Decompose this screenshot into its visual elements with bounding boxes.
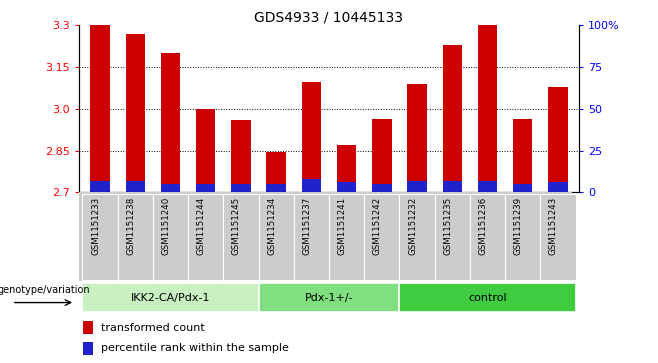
- Text: genotype/variation: genotype/variation: [0, 285, 89, 295]
- Bar: [443, 181, 462, 192]
- Bar: [478, 181, 497, 192]
- Bar: [266, 184, 286, 192]
- Bar: [302, 179, 321, 192]
- Bar: [399, 194, 435, 280]
- Bar: [223, 194, 259, 280]
- Bar: [259, 194, 293, 280]
- Bar: [329, 194, 365, 280]
- Bar: [161, 53, 180, 192]
- Text: GSM1151232: GSM1151232: [408, 197, 417, 255]
- Text: percentile rank within the sample: percentile rank within the sample: [101, 343, 289, 354]
- Bar: [372, 184, 392, 192]
- Text: GSM1151233: GSM1151233: [91, 197, 100, 255]
- Bar: [513, 119, 532, 192]
- Bar: [372, 119, 392, 192]
- Bar: [365, 194, 399, 280]
- Bar: [83, 342, 93, 355]
- Bar: [337, 145, 356, 192]
- FancyBboxPatch shape: [399, 283, 576, 312]
- Bar: [302, 82, 321, 192]
- Bar: [407, 84, 427, 192]
- Text: GSM1151241: GSM1151241: [338, 197, 347, 255]
- Bar: [443, 45, 462, 192]
- Bar: [126, 34, 145, 192]
- Bar: [161, 184, 180, 192]
- Text: GSM1151237: GSM1151237: [303, 197, 311, 255]
- Text: Pdx-1+/-: Pdx-1+/-: [305, 293, 353, 303]
- Bar: [548, 87, 568, 192]
- Text: GSM1151234: GSM1151234: [267, 197, 276, 255]
- Bar: [126, 181, 145, 192]
- FancyBboxPatch shape: [259, 283, 399, 312]
- Text: IKK2-CA/Pdx-1: IKK2-CA/Pdx-1: [131, 293, 211, 303]
- Bar: [407, 181, 427, 192]
- Bar: [118, 194, 153, 280]
- Text: transformed count: transformed count: [101, 323, 205, 333]
- Text: GSM1151244: GSM1151244: [197, 197, 206, 255]
- Bar: [478, 25, 497, 192]
- Text: GSM1151238: GSM1151238: [126, 197, 136, 255]
- Bar: [196, 109, 215, 192]
- Bar: [266, 152, 286, 192]
- Text: GSM1151242: GSM1151242: [373, 197, 382, 255]
- Bar: [82, 194, 118, 280]
- Text: GSM1151243: GSM1151243: [549, 197, 558, 255]
- Bar: [231, 120, 251, 192]
- Bar: [540, 194, 576, 280]
- Text: GSM1151245: GSM1151245: [232, 197, 241, 255]
- Text: GSM1151236: GSM1151236: [478, 197, 488, 255]
- Text: GSM1151235: GSM1151235: [443, 197, 452, 255]
- Bar: [90, 181, 110, 192]
- Bar: [505, 194, 540, 280]
- Bar: [90, 25, 110, 192]
- Bar: [231, 184, 251, 192]
- Bar: [196, 184, 215, 192]
- Bar: [513, 184, 532, 192]
- FancyBboxPatch shape: [82, 283, 259, 312]
- Bar: [153, 194, 188, 280]
- Bar: [337, 182, 356, 192]
- Bar: [188, 194, 223, 280]
- Bar: [293, 194, 329, 280]
- Bar: [470, 194, 505, 280]
- Bar: [435, 194, 470, 280]
- Bar: [83, 321, 93, 334]
- Text: GDS4933 / 10445133: GDS4933 / 10445133: [255, 11, 403, 25]
- Text: control: control: [468, 293, 507, 303]
- Text: GSM1151240: GSM1151240: [161, 197, 170, 255]
- Bar: [548, 182, 568, 192]
- Text: GSM1151239: GSM1151239: [514, 197, 522, 255]
